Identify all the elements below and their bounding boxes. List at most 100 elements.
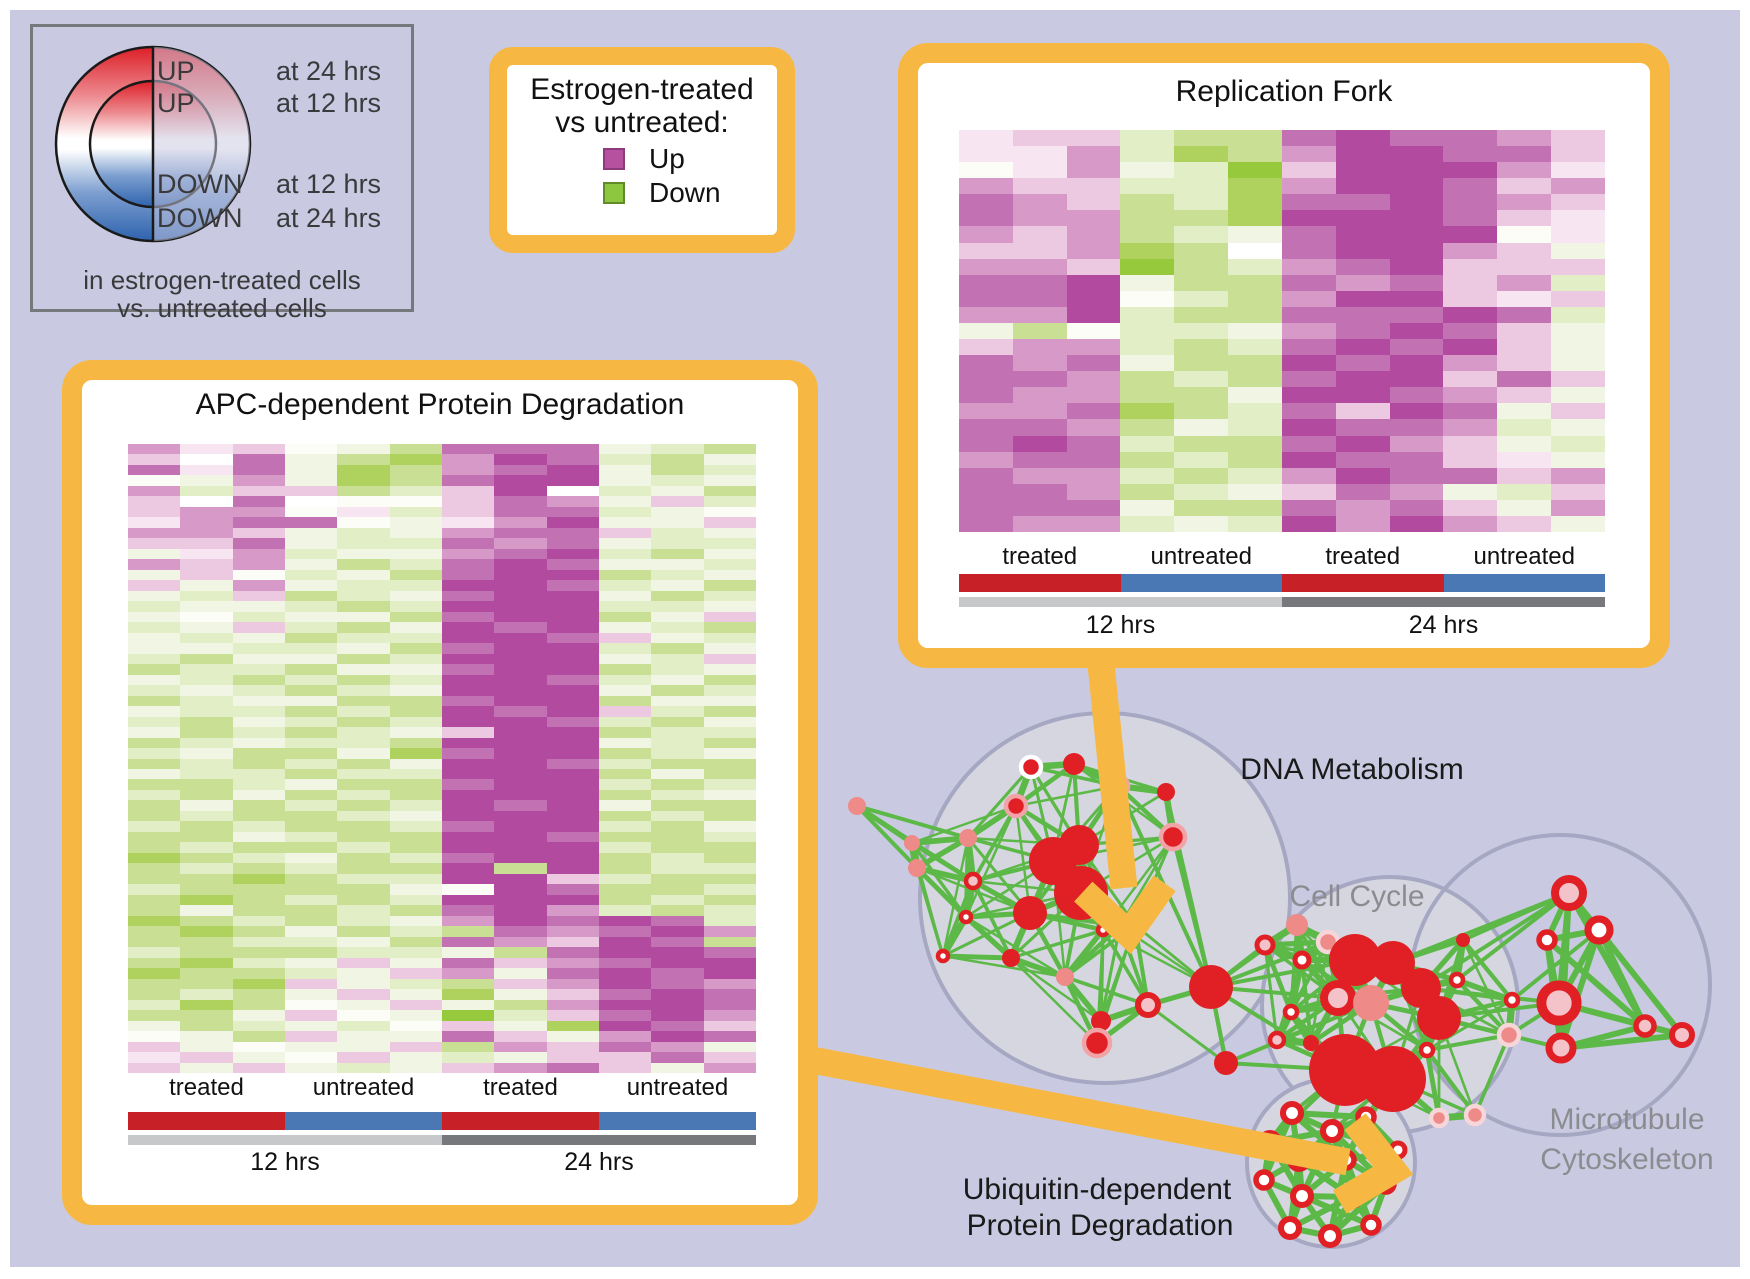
heatmap-cell xyxy=(337,884,390,895)
heatmap-cell xyxy=(1120,499,1175,516)
heatmap-cell xyxy=(180,611,233,623)
heatmap-cell xyxy=(959,242,1013,259)
heatmap-cell xyxy=(1066,467,1121,484)
heatmap-cell xyxy=(546,454,599,465)
heatmap-cell xyxy=(546,569,599,581)
heatmap-cell xyxy=(651,716,704,728)
heatmap-cell xyxy=(441,1010,495,1021)
heatmap-cell xyxy=(494,622,547,633)
heatmap-cell xyxy=(1066,419,1121,436)
heatmap-cell xyxy=(1551,435,1605,452)
network-node xyxy=(1503,991,1521,1009)
heatmap-cell xyxy=(1012,467,1067,484)
heatmap-cell xyxy=(546,506,599,518)
heatmap-cell xyxy=(1174,258,1229,275)
heatmap-cell xyxy=(389,464,442,476)
condition-bar-segment xyxy=(599,1112,756,1130)
heatmap-cell xyxy=(232,527,285,539)
heatmap-cell xyxy=(598,789,652,801)
heatmap-cell xyxy=(598,695,652,707)
heatmap-cell xyxy=(1497,322,1552,340)
heatmap-cell xyxy=(546,580,599,591)
heatmap-cell xyxy=(1551,130,1605,147)
heatmap-cell xyxy=(651,622,704,633)
heatmap-cell xyxy=(703,559,756,570)
heatmap-cell xyxy=(337,779,390,790)
heatmap-cell xyxy=(180,485,233,497)
network-edge xyxy=(1062,928,1106,979)
heatmap-cell xyxy=(494,569,547,581)
heatmap-cell xyxy=(441,779,495,790)
heatmap-cell xyxy=(1335,130,1390,147)
heatmap-cell xyxy=(337,559,390,570)
heatmap-cell xyxy=(441,475,495,486)
heatmap-cell xyxy=(441,538,495,549)
heatmap-cell xyxy=(389,873,442,885)
heatmap-cell xyxy=(284,800,338,811)
heatmap-cell xyxy=(180,1062,233,1073)
heatmap-cell xyxy=(1012,419,1067,436)
heatmap-cell xyxy=(651,978,704,990)
heatmap-cell xyxy=(703,611,756,623)
heatmap-cell xyxy=(1120,258,1175,275)
network-edge xyxy=(1289,941,1330,1013)
heatmap-cell xyxy=(598,842,652,853)
heatmap-cell xyxy=(337,989,390,1000)
heatmap-cell xyxy=(389,737,442,749)
condition-bar-segment xyxy=(285,1112,442,1130)
heatmap-cell xyxy=(389,863,442,874)
network-node xyxy=(1135,992,1161,1018)
network-edge xyxy=(971,880,1013,959)
heatmap-cell xyxy=(651,1010,704,1021)
heatmap-cell xyxy=(1335,371,1390,388)
heatmap-cell xyxy=(1012,130,1067,147)
heatmap-cell xyxy=(337,915,390,927)
heatmap-cell xyxy=(1120,371,1175,388)
network-node xyxy=(908,859,926,877)
heatmap-cell xyxy=(232,947,285,958)
heatmap-cell xyxy=(703,968,756,979)
heatmap-cell xyxy=(703,873,756,885)
heatmap-cell xyxy=(651,831,704,843)
heatmap-cell xyxy=(1228,483,1282,500)
heatmap-cell xyxy=(598,664,652,675)
heatmap-cell xyxy=(284,863,338,874)
heatmap-cell xyxy=(441,842,495,853)
heatmap-cell xyxy=(1551,419,1605,436)
heatmap-cell xyxy=(389,727,442,738)
heatmap-cell xyxy=(494,873,547,885)
updown-time-12b: at 12 hrs xyxy=(276,169,382,199)
heatmap-cell xyxy=(494,559,547,570)
network-edge xyxy=(1010,956,1102,1023)
heatmap-cell xyxy=(651,464,704,476)
heatmap-cell xyxy=(1228,178,1282,195)
heatmap-cell xyxy=(1497,178,1552,195)
heatmap-cell xyxy=(959,435,1013,452)
heatmap-cell xyxy=(546,905,599,916)
heatmap-cell xyxy=(337,590,390,602)
faded-half-overlay xyxy=(153,47,250,241)
heatmap-cell xyxy=(651,601,704,612)
heatmap-cell xyxy=(703,548,756,560)
network-node xyxy=(1158,822,1188,852)
heatmap-cell xyxy=(1335,435,1390,452)
heatmap-cell xyxy=(1443,387,1498,404)
heatmap-cell xyxy=(180,989,233,1000)
heatmap-cell xyxy=(651,475,704,486)
heatmap-cell xyxy=(337,737,390,749)
heatmap-cell xyxy=(1281,355,1336,372)
heatmap-cell xyxy=(1281,146,1336,163)
heatmap-cell xyxy=(1120,210,1175,227)
heatmap-cell xyxy=(180,1020,233,1032)
heatmap-cell xyxy=(1012,306,1067,323)
heatmap-cell xyxy=(128,989,181,1000)
heatmap-cell xyxy=(1389,210,1444,227)
heatmap-cell xyxy=(1551,146,1605,163)
heatmap-cell xyxy=(651,1020,704,1032)
network-edge xyxy=(1510,928,1601,1002)
heatmap-cell xyxy=(959,194,1013,211)
heatmap-cell xyxy=(232,831,285,843)
heatmap-cell xyxy=(1228,274,1282,291)
network-edge xyxy=(1462,891,1570,942)
heatmap-cell xyxy=(232,632,285,644)
